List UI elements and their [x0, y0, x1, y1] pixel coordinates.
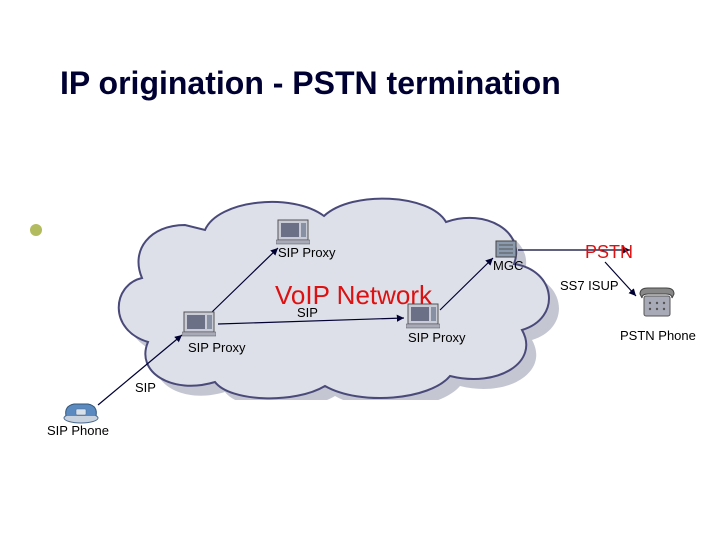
sip-proxy-left-node: [182, 310, 216, 338]
pstn-label: PSTN: [585, 242, 633, 263]
pstn-phone-label: PSTN Phone: [620, 328, 696, 343]
sip-proxy-top-node: [276, 218, 310, 246]
server-icon: [182, 310, 216, 338]
sip-phone-icon: [62, 400, 100, 424]
sip-proxy-left-label: SIP Proxy: [188, 340, 246, 355]
sip-phone-node: [62, 400, 100, 424]
mgc-label: MGC: [493, 258, 523, 273]
sip-phone-label: SIP Phone: [47, 423, 109, 438]
pstn-phone-icon: [638, 286, 676, 320]
ss7-isup-label: SS7 ISUP: [560, 278, 619, 293]
sip-inner-label: SIP: [297, 305, 318, 320]
sip-proxy-right-label: SIP Proxy: [408, 330, 466, 345]
accent-bullet: [30, 224, 42, 236]
mgc-icon: [495, 240, 517, 258]
cloud-shape: [100, 150, 570, 400]
page-title: IP origination - PSTN termination: [60, 65, 561, 102]
server-icon: [276, 218, 310, 246]
voip-cloud: [100, 150, 570, 400]
sip-proxy-top-label: SIP Proxy: [278, 245, 336, 260]
sip-outer-label: SIP: [135, 380, 156, 395]
pstn-phone-node: [638, 286, 676, 320]
mgc-node: [495, 240, 517, 258]
